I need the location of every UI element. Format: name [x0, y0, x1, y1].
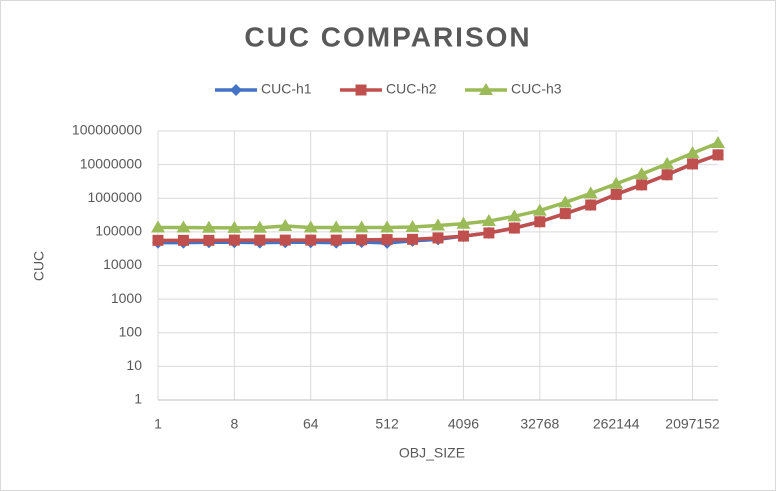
x-tick-label: 4096	[448, 416, 479, 432]
data-point	[507, 209, 522, 222]
data-point	[609, 176, 624, 189]
data-point	[380, 220, 395, 233]
data-point	[634, 167, 649, 180]
data-point	[711, 135, 725, 148]
data-point	[177, 234, 189, 246]
data-point	[483, 227, 495, 239]
x-tick-label: 1	[154, 416, 162, 432]
y-tick-label: 10000000	[80, 155, 143, 171]
data-point	[687, 158, 699, 170]
data-point	[583, 186, 598, 199]
y-tick-label: 1	[134, 391, 142, 407]
data-point	[303, 220, 318, 233]
legend-marker	[230, 84, 242, 96]
y-axis-title: CUC	[31, 251, 47, 281]
x-tick-label: 262144	[593, 416, 640, 432]
data-point	[252, 220, 267, 233]
x-tick-label: 2097152	[665, 416, 720, 432]
data-point	[201, 220, 216, 233]
data-point	[279, 234, 291, 246]
x-axis-title: OBJ_SIZE	[399, 445, 465, 461]
legend-label: CUC-h1	[261, 81, 312, 97]
data-point	[151, 220, 165, 233]
data-point	[354, 220, 369, 233]
data-point	[228, 234, 240, 246]
data-point	[712, 149, 724, 161]
data-point	[559, 208, 571, 220]
data-point	[532, 203, 547, 216]
data-point	[432, 232, 444, 244]
data-point	[407, 233, 419, 245]
legend-marker	[355, 84, 367, 96]
x-tick-label: 32768	[520, 416, 559, 432]
legend-label: CUC-h3	[511, 81, 562, 97]
data-point	[481, 214, 496, 227]
data-point	[508, 222, 520, 234]
chart-title: CUC COMPARISON	[244, 21, 531, 52]
data-point	[330, 234, 342, 246]
data-point	[329, 220, 344, 233]
data-point	[405, 219, 420, 232]
data-point	[534, 216, 546, 228]
legend-label: CUC-h2	[386, 81, 437, 97]
y-tick-label: 10	[126, 357, 142, 373]
data-point	[152, 234, 164, 246]
data-point	[457, 230, 469, 242]
data-point	[203, 234, 215, 246]
y-tick-label: 1000	[111, 290, 142, 306]
data-point	[381, 234, 393, 246]
y-tick-label: 10000	[103, 256, 142, 272]
y-tick-label: 100	[119, 323, 143, 339]
y-tick-label: 100000000	[72, 122, 142, 138]
data-point	[685, 146, 700, 159]
data-point	[585, 199, 597, 211]
x-tick-label: 8	[230, 416, 238, 432]
data-point	[661, 169, 673, 181]
legend-marker	[479, 83, 493, 95]
data-point	[636, 179, 648, 191]
data-point	[431, 218, 445, 231]
y-tick-label: 1000000	[87, 189, 142, 205]
data-point	[254, 234, 266, 246]
data-point	[227, 220, 242, 233]
x-tick-label: 64	[303, 416, 319, 432]
x-tick-label: 512	[375, 416, 399, 432]
data-point	[558, 195, 573, 208]
data-point	[456, 216, 471, 229]
data-point	[176, 220, 191, 233]
data-point	[660, 156, 675, 169]
data-point	[278, 218, 293, 231]
y-tick-label: 100000	[95, 223, 142, 239]
data-point	[610, 188, 622, 200]
data-point	[305, 234, 317, 246]
data-point	[356, 234, 368, 246]
